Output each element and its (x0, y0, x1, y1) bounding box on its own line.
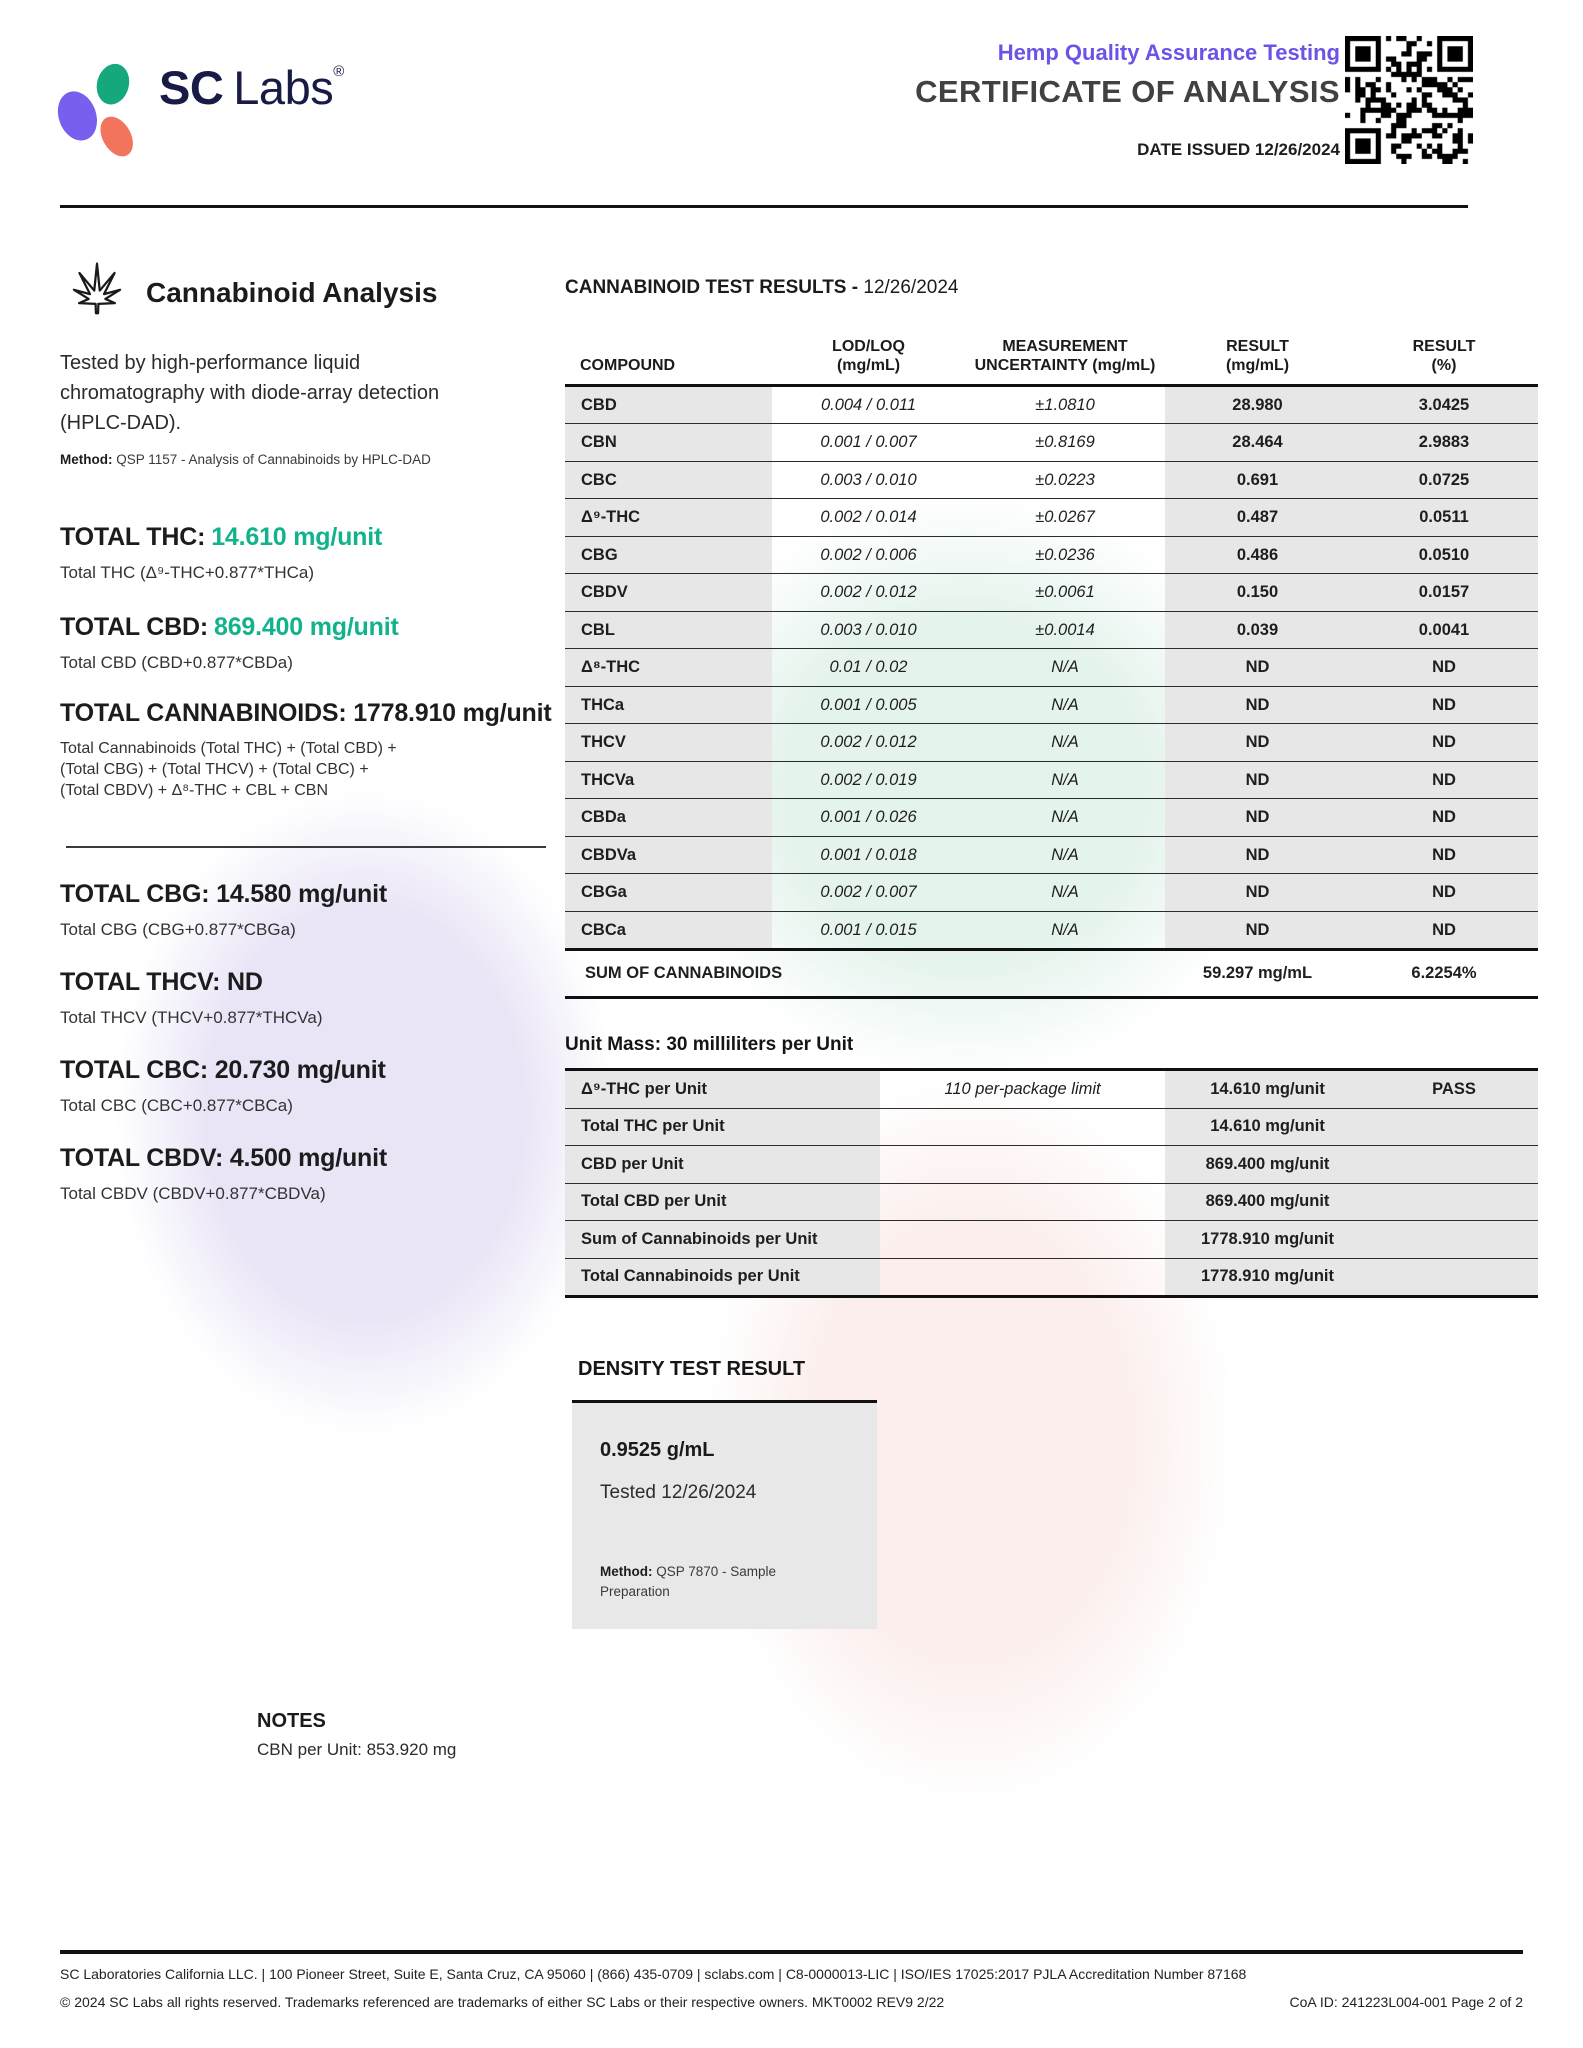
sum-value-mg: 59.297 mg/mL (1165, 949, 1350, 1000)
analysis-description: Tested by high-performance liquid chroma… (60, 352, 440, 434)
total-thc-formula: Total THC (Δ⁹-THC+0.877*THCa) (60, 563, 315, 582)
results-header-row: COMPOUND LOD/LOQ (mg/mL) MEASUREMENT UNCER… (565, 338, 1538, 387)
sclabs-logo-text: SC Labs® (159, 60, 344, 115)
sum-label: SUM OF CANNABINOIDS (565, 949, 1165, 1000)
density-test-title: DENSITY TEST RESULT (578, 1358, 806, 1380)
table-row: CBD 0.004 / 0.011 ±1.0810 28.980 3.0425 (565, 385, 1538, 425)
method-text: QSP 1157 - Analysis of Cannabinoids by H… (116, 452, 431, 467)
total-cbdv-formula: Total CBDV (CBDV+0.877*CBDVa) (60, 1184, 326, 1203)
method-label: Method: (60, 452, 113, 467)
table-row: Total CBD per Unit 869.400 mg/unit (565, 1183, 1538, 1221)
table-row: Total THC per Unit 14.610 mg/unit (565, 1108, 1538, 1146)
brand-labs: Labs (233, 61, 334, 114)
total-thcv-formula: Total THCV (THCV+0.877*THCVa) (60, 1008, 323, 1027)
table-row: CBDVa 0.001 / 0.018 N/A ND ND (565, 836, 1538, 875)
table-row: CBG 0.002 / 0.006 ±0.0236 0.486 0.0510 (565, 536, 1538, 575)
cannabinoid-results-table: COMPOUND LOD/LOQ (mg/mL) MEASUREMENT UNCER… (565, 338, 1538, 1000)
results-title-text: CANNABINOID TEST RESULTS - (565, 277, 859, 298)
results-table-title: CANNABINOID TEST RESULTS - 12/26/2024 (565, 277, 958, 299)
sum-of-cannabinoids-row: SUM OF CANNABINOIDS 59.297 mg/mL 6.2254% (565, 949, 1538, 1000)
table-row: CBL 0.003 / 0.010 ±0.0014 0.039 0.0041 (565, 611, 1538, 650)
table-row: CBCa 0.001 / 0.015 N/A ND ND (565, 911, 1538, 952)
footer-divider (60, 1950, 1523, 1954)
results-title-date: 12/26/2024 (863, 277, 959, 298)
total-cbg-block: TOTAL CBG: 14.580 mg/unit Total CBG (CBG… (60, 880, 387, 940)
total-cannabinoids-label: TOTAL CANNABINOIDS: 1778.910 mg/unit (60, 699, 552, 727)
total-cbc-formula: Total CBC (CBC+0.877*CBCa) (60, 1096, 293, 1115)
sclabs-logo-icon (55, 52, 141, 169)
col-header-uncertainty: MEASUREMENT UNCERTAINTY (mg/mL) (965, 338, 1165, 387)
footer-lab-info: SC Laboratories California LLC. | 100 Pi… (60, 1966, 1247, 1982)
section-title-cannabinoid-analysis: Cannabinoid Analysis (146, 277, 438, 308)
background-blob-lavender (115, 790, 615, 1435)
table-row: THCVa 0.002 / 0.019 N/A ND ND (565, 761, 1538, 800)
left-column-divider (66, 846, 546, 848)
total-thcv-block: TOTAL THCV: ND Total THCV (THCV+0.877*TH… (60, 968, 322, 1028)
cannabis-leaf-icon (62, 248, 132, 324)
footer-copyright: © 2024 SC Labs all rights reserved. Trad… (60, 1994, 945, 2010)
total-cbd-block: TOTAL CBD: 869.400 mg/unit Total CBD (CBD… (60, 613, 399, 673)
total-cannabinoids-formula-line1: Total Cannabinoids (Total THC) + (Total … (60, 740, 397, 757)
density-method-label: Method: (600, 1564, 653, 1579)
table-row: CBC 0.003 / 0.010 ±0.0223 0.691 0.0725 (565, 461, 1538, 500)
notes-block: NOTES CBN per Unit: 853.920 mg (257, 1710, 456, 1760)
page-title: CERTIFICATE OF ANALYSIS (915, 74, 1340, 109)
col-header-compound: COMPOUND (565, 338, 772, 387)
total-cbc-label: TOTAL CBC: 20.730 mg/unit (60, 1056, 386, 1084)
sclabs-logo: SC Labs® (55, 52, 344, 169)
qr-code (1345, 36, 1473, 164)
notes-text: CBN per Unit: 853.920 mg (257, 1740, 457, 1759)
table-row: Sum of Cannabinoids per Unit 1778.910 mg/… (565, 1220, 1538, 1259)
total-cannabinoids-formula-line2: (Total CBG) + (Total THCV) + (Total CBC)… (60, 761, 369, 779)
header-title-block: Hemp Quality Assurance Testing CERTIFICA… (915, 40, 1340, 160)
total-cbd-value: 869.400 mg/unit (214, 613, 399, 641)
total-cbd-label: TOTAL CBD: (60, 613, 208, 641)
total-cbg-label: TOTAL CBG: 14.580 mg/unit (60, 880, 387, 908)
total-thc-block: TOTAL THC: 14.610 mg/unit Total THC (Δ⁹-T… (60, 523, 382, 583)
total-cannabinoids-block: TOTAL CANNABINOIDS: 1778.910 mg/unit Tot… (60, 699, 552, 801)
unit-mass-table: Δ⁹-THC per Unit 110 per-package limit 14.6… (565, 1068, 1538, 1298)
unit-mass-title: Unit Mass: 30 milliliters per Unit (565, 1034, 854, 1055)
total-cbg-formula: Total CBG (CBG+0.877*CBGa) (60, 920, 296, 939)
table-row: CBDV 0.002 / 0.012 ±0.0061 0.150 0.0157 (565, 573, 1538, 612)
table-row: Total Cannabinoids per Unit 1778.910 mg/u… (565, 1258, 1538, 1298)
total-thc-label: TOTAL THC: (60, 523, 206, 551)
table-row: CBD per Unit 869.400 mg/unit (565, 1145, 1538, 1184)
notes-title: NOTES (257, 1710, 326, 1732)
sum-value-pct: 6.2254% (1350, 949, 1538, 1000)
total-thc-value: 14.610 mg/unit (211, 523, 383, 551)
density-tested-date: Tested 12/26/2024 (600, 1482, 757, 1503)
density-value: 0.9525 g/mL (600, 1439, 715, 1461)
program-name: Hemp Quality Assurance Testing (997, 40, 1340, 65)
pass-badge: PASS (1370, 1069, 1538, 1109)
table-row: Δ⁹-THC per Unit 110 per-package limit 14.6… (565, 1069, 1538, 1109)
table-row: Δ⁹-THC 0.002 / 0.014 ±0.0267 0.487 0.0511 (565, 498, 1538, 537)
density-method-text: QSP 7870 - Sample Preparation (600, 1564, 777, 1599)
table-row: CBN 0.001 / 0.007 ±0.8169 28.464 2.9883 (565, 423, 1538, 462)
table-row: CBGa 0.002 / 0.007 N/A ND ND (565, 873, 1538, 912)
density-result-box: 0.9525 g/mL Tested 12/26/2024 Method: QS… (572, 1400, 877, 1629)
registered-mark: ® (333, 63, 344, 80)
density-method: Method: QSP 7870 - Sample Preparation (600, 1562, 810, 1601)
col-header-result-pct: RESULT (%) (1350, 338, 1538, 387)
total-thcv-label: TOTAL THCV: ND (60, 968, 263, 996)
col-header-lod: LOD/LOQ (mg/mL) (772, 338, 965, 387)
date-issued: DATE ISSUED 12/26/2024 (1137, 140, 1340, 159)
total-cbc-block: TOTAL CBC: 20.730 mg/unit Total CBC (CBC… (60, 1056, 386, 1116)
table-row: CBDa 0.001 / 0.026 N/A ND ND (565, 798, 1538, 837)
footer-coa-id: CoA ID: 241223L004-001 Page 2 of 2 (1289, 1994, 1523, 2010)
footer-legal-row: © 2024 SC Labs all rights reserved. Trad… (60, 1994, 1523, 2010)
col-header-result-mg: RESULT (mg/mL) (1165, 338, 1350, 387)
brand-sc: SC (159, 61, 224, 114)
total-cbdv-label: TOTAL CBDV: 4.500 mg/unit (60, 1144, 387, 1172)
total-cannabinoids-formula-line3: (Total CBDV) + Δ⁸-THC + CBL + CBN (60, 782, 329, 800)
total-cbd-formula: Total CBD (CBD+0.877*CBDa) (60, 653, 293, 672)
table-row: Δ⁸-THC 0.01 / 0.02 N/A ND ND (565, 648, 1538, 687)
table-row: THCa 0.001 / 0.005 N/A ND ND (565, 686, 1538, 725)
total-cbdv-block: TOTAL CBDV: 4.500 mg/unit Total CBDV (CB… (60, 1144, 387, 1204)
table-row: THCV 0.002 / 0.012 N/A ND ND (565, 723, 1538, 762)
header-divider (60, 205, 1468, 208)
analysis-method: Method: QSP 1157 - Analysis of Cannabino… (60, 452, 431, 467)
